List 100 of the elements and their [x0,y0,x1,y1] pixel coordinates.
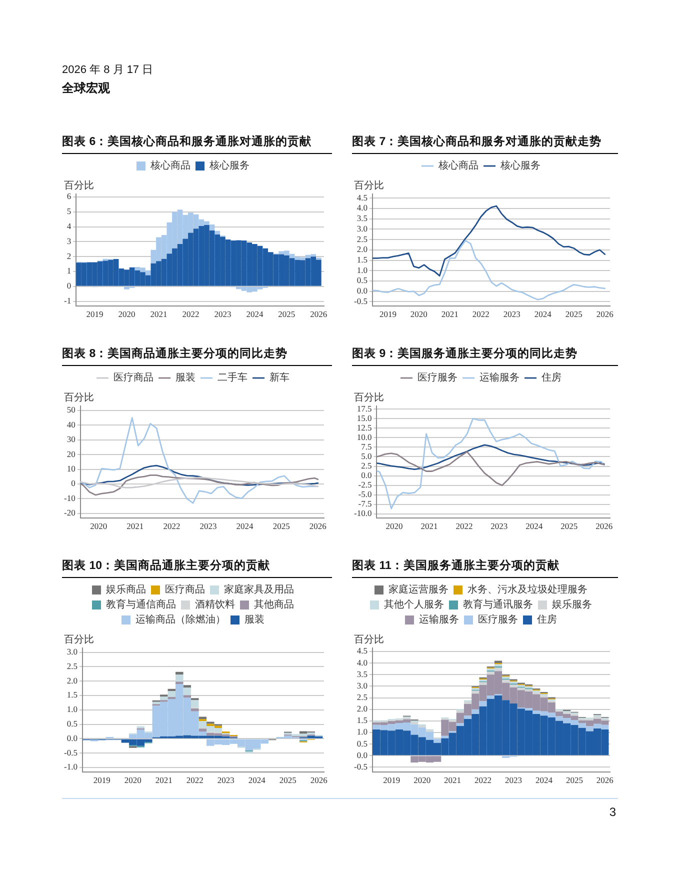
y-tick-label: 0.0 [361,470,372,480]
y-tick-label: -20 [64,508,76,518]
y-tick-label: 0.0 [356,286,368,296]
y-tick-label: -0.5 [354,296,368,306]
legend-label: 娱乐商品 [106,584,146,596]
x-tick-label: 2023 [503,309,520,320]
y-tick-label: 4 [66,221,72,232]
y-axis-title: 百分比 [64,392,94,404]
y-tick-label: 4.0 [356,202,368,213]
y-tick-label: 1.0 [356,726,368,737]
y-tick-label: 12.5 [356,422,372,432]
x-tick-label: 2019 [379,309,396,320]
x-tick-label: 2024 [248,775,266,786]
legend-label: 核心商品 [150,160,190,172]
x-tick-label: 2025 [560,521,578,532]
text: 全球宏观 [62,81,111,96]
legend-label: 核心服务 [208,160,250,172]
legend-label: 其他商品 [254,598,294,611]
x-tick-label: 2021 [444,775,462,786]
y-tick-label: 0 [66,280,72,291]
x-tick-label: 2025 [278,309,296,320]
y-tick-label: 0 [71,478,76,488]
y-tick-label: 2.0 [356,704,368,714]
chart-title: 图表 7：美国核心商品和服务对通胀的贡献走势 [352,135,618,154]
y-tick-label: 0.0 [66,732,78,743]
legend-label: 运输服务 [480,372,520,384]
y-tick-label: 2.5 [66,660,78,671]
chart-title: 图表 10：美国商品通胀主要分项的贡献 [62,559,332,578]
x-tick-label: 2025 [566,775,583,786]
y-tick-label: 17.5 [356,403,372,414]
y-tick-label: 3.0 [356,223,368,234]
x-tick-label: 2020 [410,309,428,320]
chart-title: 图表 6：美国核心商品和服务通胀对通胀的贡献 [62,135,332,154]
y-tick-label: -1.0 [64,762,78,772]
y-tick-label: -1 [64,296,72,306]
y-tick-label: 30 [66,434,76,444]
text: 3 [609,805,616,819]
y-tick-label: 3.0 [66,646,78,657]
legend-label: 住房 [542,372,562,384]
x-tick-label: 2024 [535,775,554,786]
x-tick-label: 2020 [124,775,142,786]
y-tick-label: 10.0 [356,432,372,442]
y-tick-label: 4.5 [356,646,368,656]
y-tick-label: 10 [66,463,76,474]
y-tick-label: 1 [66,266,72,276]
y-tick-label: 2.5 [361,460,372,471]
x-tick-label: 2022 [474,775,492,786]
legend-label: 家庭运营服务 [388,584,448,596]
x-tick-label: 2023 [505,775,522,786]
x-tick-label: 2021 [126,521,144,532]
x-tick-label: 2021 [420,521,438,532]
x-tick-label: 2025 [272,521,290,532]
legend-label: 医疗服务 [418,372,458,384]
y-tick-label: 50 [66,404,76,415]
y-tick-label: 2 [66,250,72,261]
y-tick-label: 3.0 [356,680,368,690]
y-axis-title: 百分比 [354,180,384,192]
x-tick-label: 2020 [414,775,431,786]
y-tick-label: 1.5 [356,254,368,264]
y-tick-label: 5 [66,206,72,216]
y-tick-label: -0.5 [64,747,78,758]
legend-label: 医疗商品 [114,372,154,384]
x-tick-label: 2020 [118,309,136,320]
y-axis-title: 百分比 [354,392,384,404]
y-axis-title: 百分比 [64,180,94,192]
y-tick-label: 15.0 [356,412,372,423]
x-tick-label: 2020 [386,521,403,532]
x-tick-label: 2026 [310,775,328,786]
y-tick-label: 1.5 [66,690,78,700]
legend-label: 教育与通信商品 [106,598,176,611]
y-tick-label: -5.0 [358,489,372,500]
y-tick-label: 0.5 [356,275,368,286]
chart-title: 图表 11：美国服务通胀主要分项的贡献 [352,559,618,578]
y-tick-label: 3.5 [356,668,368,679]
legend-label: 运输商品（除燃油） [136,614,226,626]
legend-label: 教育与通讯服务 [463,598,533,611]
text: 2026 年 8 月 17 日 [62,63,154,77]
y-tick-label: 2.5 [356,692,368,702]
y-axis-title: 百分比 [354,634,384,646]
legend-label: 运输服务 [419,614,459,626]
x-tick-label: 2019 [383,775,400,786]
x-tick-label: 2025 [279,775,296,786]
x-tick-label: 2020 [90,521,108,532]
y-tick-label: 4.0 [356,657,368,668]
legend-label: 二手车 [218,372,248,384]
x-tick-label: 2022 [182,309,200,320]
x-tick-label: 2024 [246,309,264,320]
y-axis-title: 百分比 [64,634,94,646]
y-tick-label: -10 [64,492,76,503]
y-tick-label: 1.5 [356,715,368,726]
x-tick-label: 2022 [163,521,180,532]
y-tick-label: -7.5 [358,498,372,509]
x-tick-label: 2026 [596,775,614,786]
x-tick-label: 2023 [214,309,232,320]
chart-title: 图表 9：美国服务通胀主要分项的同比走势 [352,347,618,366]
y-tick-label: -2.5 [358,480,372,490]
y-tick-label: 20 [66,448,76,459]
x-tick-label: 2019 [86,309,104,320]
legend-label: 服装 [176,372,196,384]
x-tick-label: 2022 [186,775,204,786]
